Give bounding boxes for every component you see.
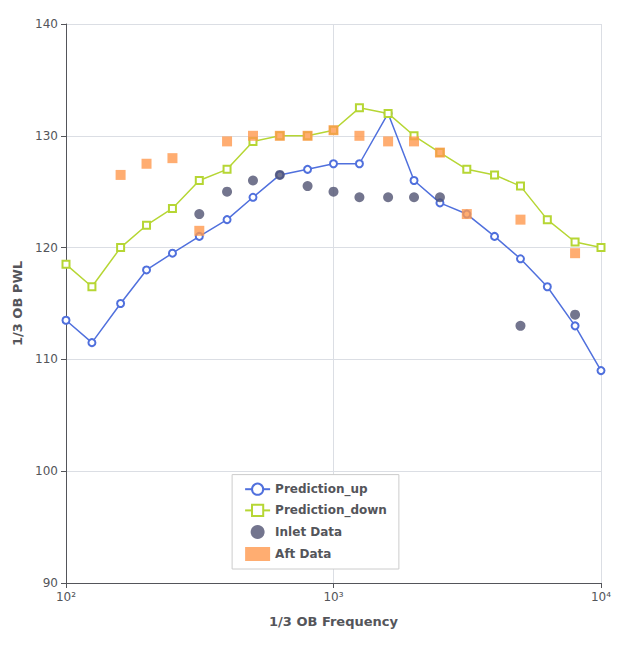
svg-text:120: 120 — [35, 241, 58, 255]
svg-text:10³: 10³ — [323, 590, 343, 604]
svg-text:10²: 10² — [56, 590, 76, 604]
svg-text:1/3 OB Frequency: 1/3 OB Frequency — [269, 614, 398, 629]
svg-text:110: 110 — [35, 352, 58, 366]
svg-text:Aft Data: Aft Data — [275, 547, 331, 561]
svg-text:100: 100 — [35, 464, 58, 478]
svg-text:Prediction_up: Prediction_up — [275, 482, 368, 497]
svg-text:1/3 OB PWL: 1/3 OB PWL — [10, 261, 25, 346]
svg-text:130: 130 — [35, 129, 58, 143]
svg-text:90: 90 — [43, 576, 58, 590]
svg-text:140: 140 — [35, 17, 58, 31]
svg-text:10⁴: 10⁴ — [591, 590, 611, 604]
svg-text:Inlet Data: Inlet Data — [275, 525, 342, 539]
svg-text:Prediction_down: Prediction_down — [275, 503, 387, 518]
